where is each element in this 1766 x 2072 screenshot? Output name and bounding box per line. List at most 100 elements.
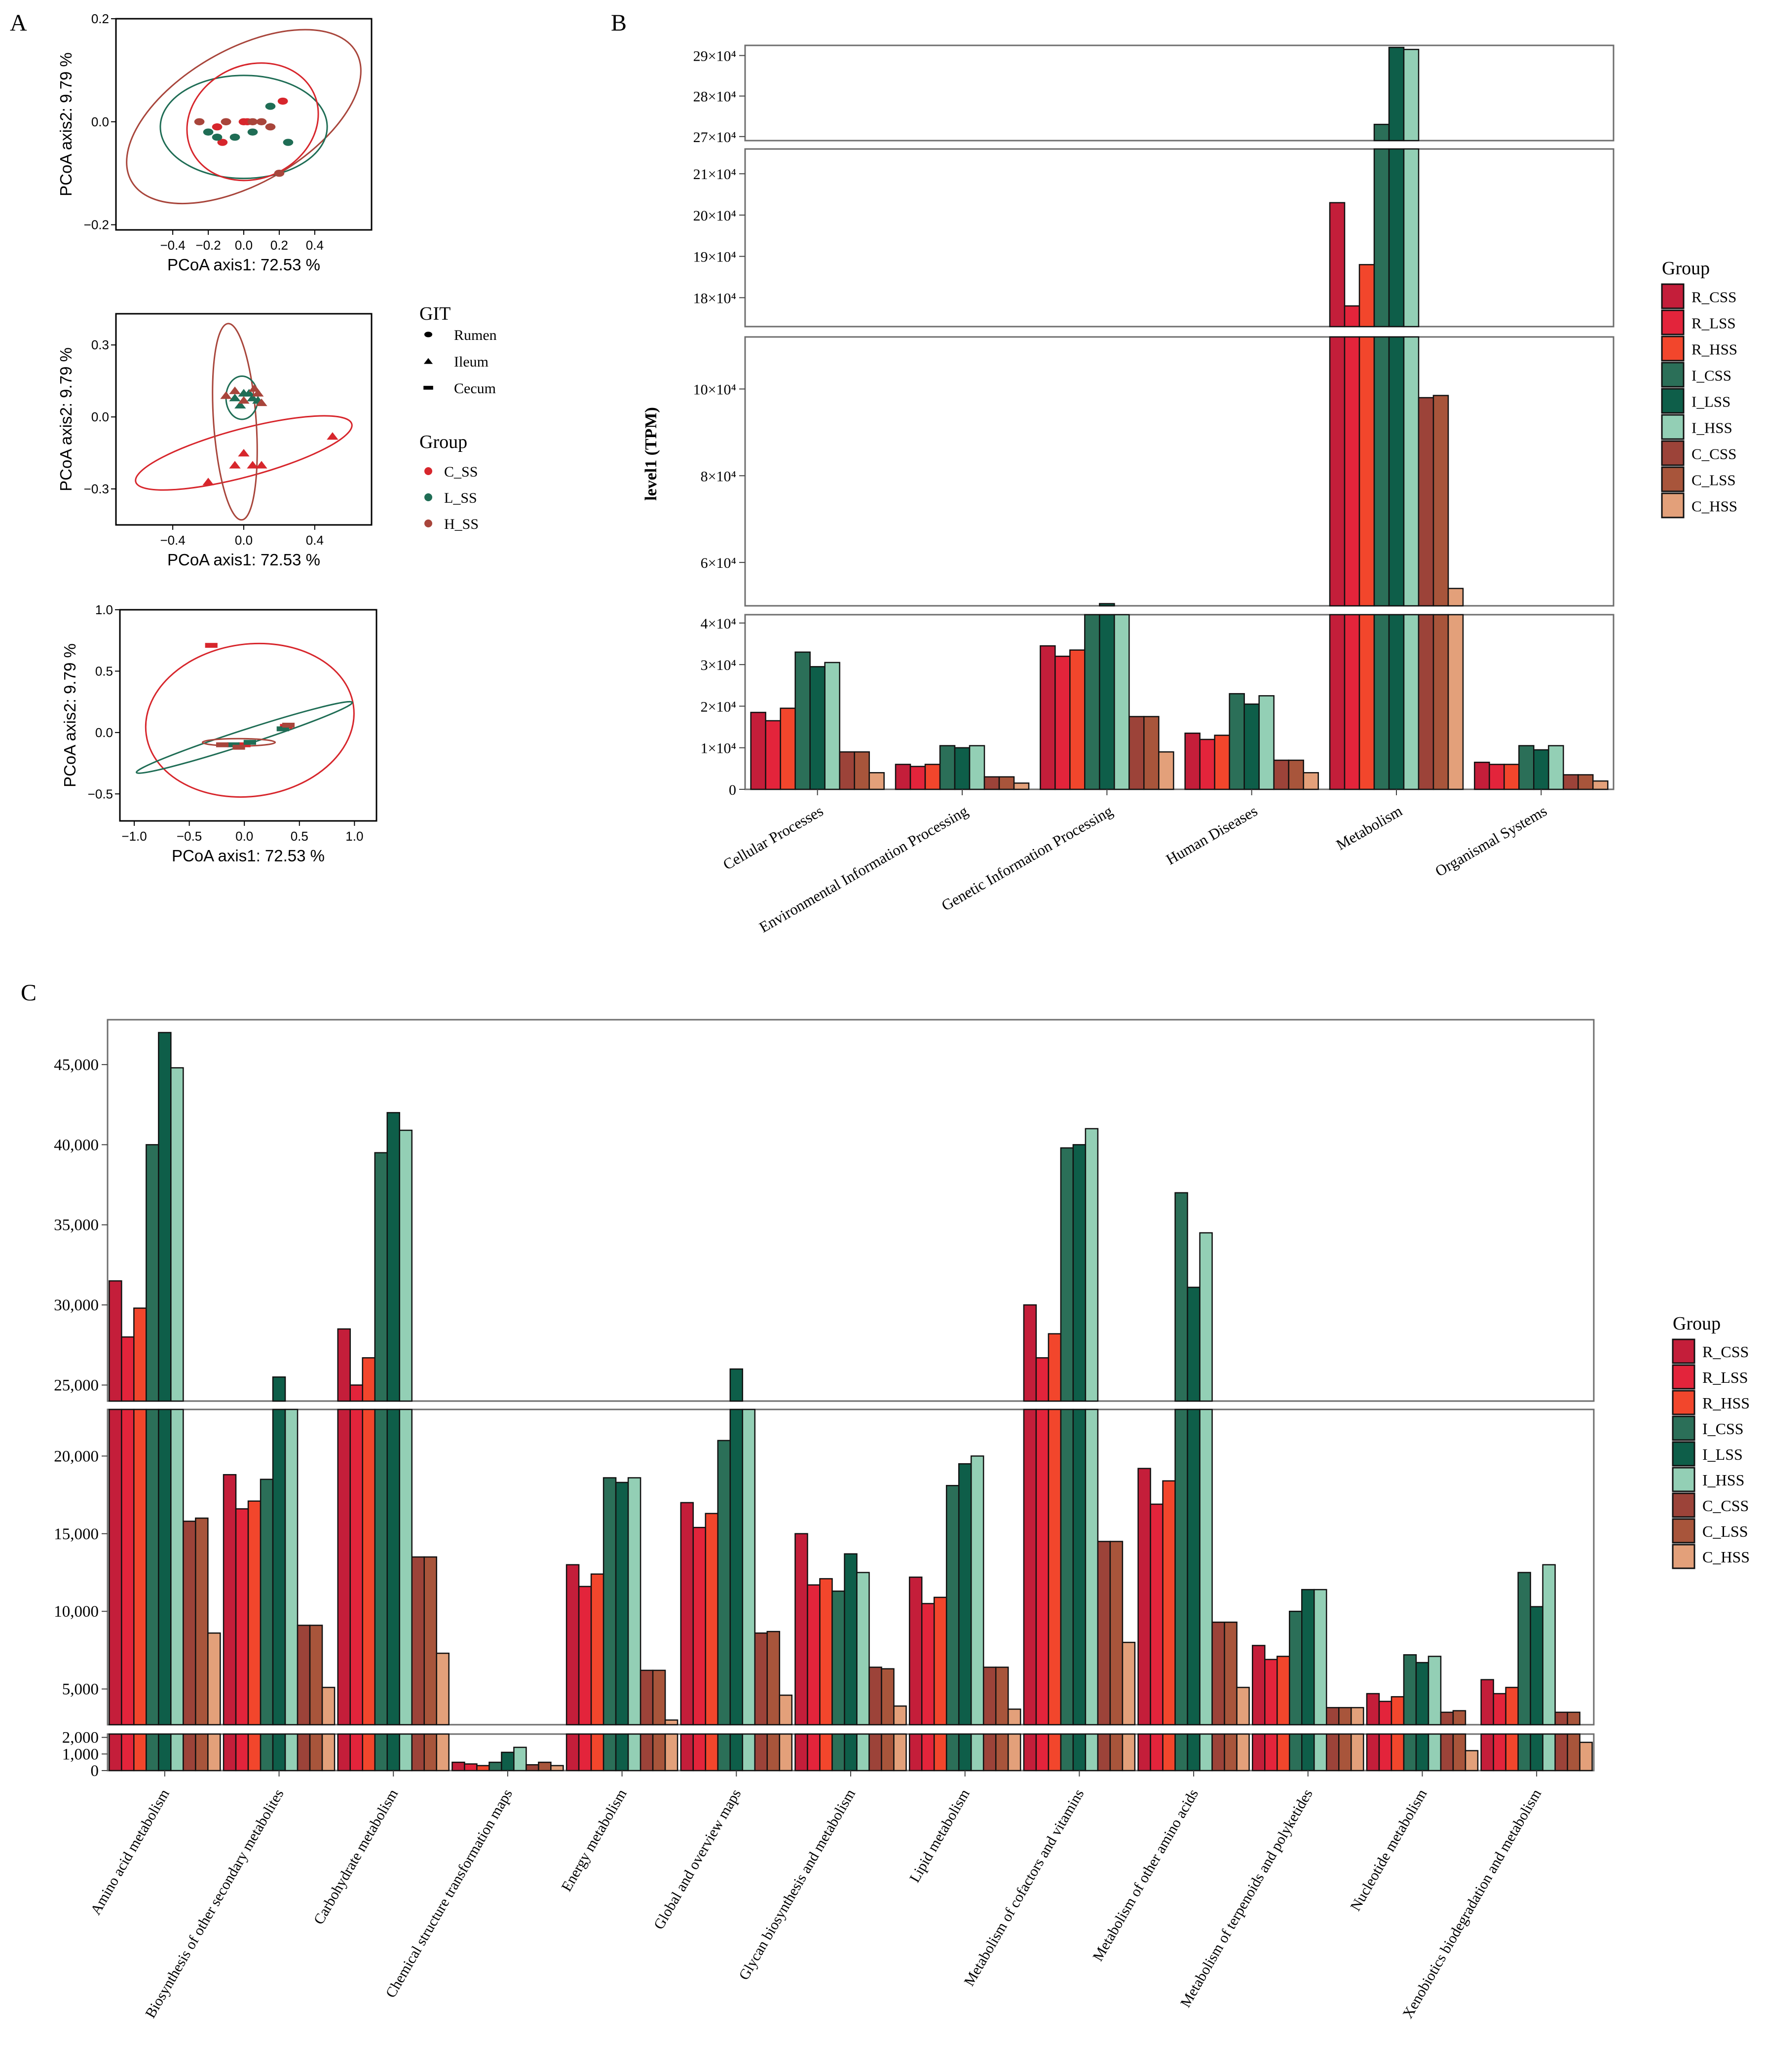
y-tick-label: 20,000 <box>54 1447 99 1465</box>
y-tick-label: 10,000 <box>54 1603 99 1621</box>
bar-I_LSS <box>501 1751 515 1772</box>
bar-R_LSS <box>578 1733 592 1772</box>
bar-I_HSS <box>970 1733 984 1772</box>
bar-C_HSS <box>1122 1733 1136 1772</box>
bar-I_CSS <box>1174 1192 1188 1402</box>
y-tick-label: 1,000 <box>62 1745 99 1763</box>
legend-swatch <box>1661 362 1685 388</box>
bar-I_HSS <box>1542 1733 1556 1772</box>
data-point <box>247 461 259 469</box>
bar-C_LSS <box>1224 1621 1238 1726</box>
legend-label: C_HSS <box>1702 1548 1750 1566</box>
bar-R_LSS <box>1035 1408 1050 1726</box>
bar-R_HSS <box>1069 649 1086 790</box>
bar-R_HSS <box>247 1500 262 1726</box>
data-point <box>283 139 294 146</box>
bar-R_LSS <box>807 1584 821 1726</box>
pcoa-ileum-plot: −0.4 0.0 0.4 −0.3 0.0 0.3 PCoA axis1: 72.53 % P… <box>57 313 373 569</box>
y-tick-label: −0.5 <box>88 786 113 801</box>
legend-label: R_CSS <box>1691 289 1736 306</box>
y-tick-label: 25,000 <box>54 1377 99 1395</box>
data-point <box>221 118 231 125</box>
bar-R_HSS <box>362 1733 376 1772</box>
legend-label: C_HSS <box>1691 498 1737 515</box>
bar-C_HSS <box>1465 1750 1479 1772</box>
data-point <box>276 726 289 732</box>
x-tick-label: −1.0 <box>121 829 147 844</box>
bar-R_CSS <box>109 1280 122 1402</box>
y-tick-label: 2,000 <box>62 1729 99 1747</box>
y-tick-label: 4×10⁴ <box>701 616 736 632</box>
bar-R_CSS <box>750 711 766 790</box>
x-tick-label: −0.4 <box>160 533 185 548</box>
bar-I_LSS <box>615 1733 629 1772</box>
y-tick-label: 0 <box>91 1762 99 1780</box>
bar-C_CSS <box>754 1632 768 1726</box>
bar-C_CSS <box>1326 1707 1340 1726</box>
legend-title: Group <box>1662 258 1710 279</box>
bar-R_LSS <box>1150 1503 1164 1726</box>
legend-label: R_HSS <box>1702 1394 1750 1412</box>
bar-C_HSS <box>436 1733 450 1772</box>
bar-C_LSS <box>538 1761 552 1772</box>
bar-R_HSS <box>1277 1656 1290 1726</box>
bar-C_HSS <box>868 772 885 790</box>
bar-R_HSS <box>133 1733 147 1772</box>
bar-I_HSS <box>170 1067 184 1402</box>
plot-frame <box>119 609 377 822</box>
legend-label: R_LSS <box>1702 1369 1748 1386</box>
y-tick-label: 35,000 <box>54 1217 99 1234</box>
bar-I_HSS <box>742 1408 756 1726</box>
data-point <box>248 384 261 392</box>
bar-I_LSS <box>1301 1589 1315 1726</box>
legend-label: R_CSS <box>1702 1343 1749 1361</box>
bar-I_LSS <box>386 1408 400 1726</box>
bar-R_HSS <box>1358 264 1375 328</box>
bar-C_CSS <box>297 1733 311 1772</box>
bar-R_HSS <box>819 1578 833 1726</box>
y-tick-label: 0.3 <box>91 337 109 352</box>
confidence-ellipse <box>135 415 353 491</box>
bar-I_CSS <box>146 1408 159 1726</box>
bar-R_LSS <box>349 1408 363 1726</box>
y-tick-label: 28×10⁴ <box>693 89 736 105</box>
bar-C_CSS <box>1554 1733 1568 1772</box>
bar-R_LSS <box>1054 656 1071 790</box>
data-point <box>277 97 288 105</box>
bar-R_CSS <box>908 1733 923 1772</box>
bar-I_LSS <box>158 1032 172 1402</box>
bar-I_LSS <box>1072 1144 1087 1402</box>
bar-C_CSS <box>1097 1733 1111 1772</box>
bar-I_CSS <box>1373 614 1390 790</box>
bar-C_LSS <box>1338 1733 1352 1772</box>
bar-I_LSS <box>1301 1733 1315 1772</box>
data-point <box>212 133 223 141</box>
legend-label: H_SS <box>444 516 479 532</box>
bar-C_CSS <box>411 1556 425 1726</box>
bar-R_CSS <box>1366 1693 1380 1726</box>
bar-I_LSS <box>615 1481 629 1726</box>
bar-R_CSS <box>1137 1733 1151 1772</box>
legend-key <box>424 493 432 501</box>
bar-I_LSS <box>1530 1733 1543 1772</box>
legend-label: I_HSS <box>1702 1471 1744 1489</box>
bar-I_HSS <box>399 1408 413 1726</box>
data-point <box>265 123 276 131</box>
y-tick-label: 2×10⁴ <box>701 699 736 715</box>
legend-label: Ileum <box>454 354 488 370</box>
bar-C_LSS <box>766 1733 781 1772</box>
bar-I_CSS <box>945 1733 960 1772</box>
bar-R_LSS <box>121 1408 135 1726</box>
bar-I_HSS <box>1114 614 1130 790</box>
legend-key <box>424 332 433 337</box>
legend-label: C_LSS <box>1702 1522 1748 1540</box>
legend-label: I_CSS <box>1691 367 1731 384</box>
data-point <box>238 448 250 457</box>
bar-I_HSS <box>824 662 840 790</box>
bar-C_HSS <box>1351 1733 1364 1772</box>
bar-R_HSS <box>933 1733 947 1772</box>
bar-I_LSS <box>1187 1287 1201 1402</box>
bar-R_HSS <box>1162 1480 1176 1726</box>
bar-I_HSS <box>1199 1733 1213 1772</box>
